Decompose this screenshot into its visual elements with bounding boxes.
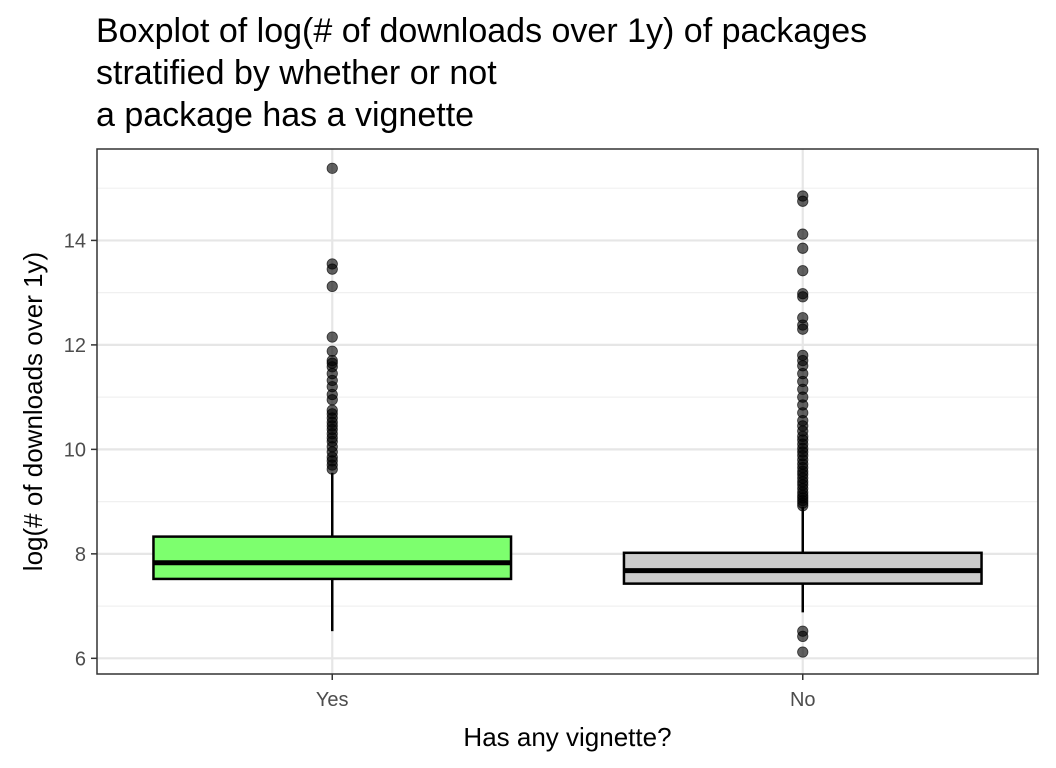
grid-lines xyxy=(97,149,1038,674)
y-axis-ticks: 6 8 10 12 14 xyxy=(64,230,97,670)
x-tick-label: Yes xyxy=(316,689,349,711)
x-axis-ticks: Yes No xyxy=(316,674,816,711)
outlier-point xyxy=(326,258,338,270)
outlier-point xyxy=(797,190,809,202)
box-yes xyxy=(152,472,513,632)
y-tick-label: 8 xyxy=(75,544,86,566)
outlier-points xyxy=(326,162,809,658)
outlier-point xyxy=(326,162,338,174)
outlier-point xyxy=(797,625,809,637)
y-tick-label: 12 xyxy=(64,335,86,357)
outlier-point xyxy=(326,404,338,416)
plot-panel-border xyxy=(96,148,1039,675)
y-tick-label: 10 xyxy=(64,439,86,461)
outlier-point xyxy=(797,312,809,324)
box-no xyxy=(622,506,983,613)
outlier-point xyxy=(797,228,809,240)
boxes xyxy=(152,472,983,632)
outlier-point xyxy=(797,349,809,361)
x-axis-title: Has any vignette? xyxy=(463,722,671,752)
y-axis-title: log(# of downloads over 1y) xyxy=(18,252,48,571)
y-tick-label: 14 xyxy=(64,230,86,252)
chart-title-line-1: Boxplot of log(# of downloads over 1y) o… xyxy=(96,12,868,50)
chart-title-line-2: stratified by whether or not xyxy=(96,54,497,92)
outlier-point xyxy=(326,345,338,357)
outlier-point xyxy=(326,354,338,367)
outlier-point xyxy=(797,288,809,300)
y-tick-label: 6 xyxy=(75,648,86,670)
outlier-point xyxy=(326,331,338,343)
outlier-point xyxy=(797,242,809,254)
x-tick-label: No xyxy=(790,689,816,711)
outlier-point xyxy=(326,280,338,292)
outlier-point xyxy=(797,646,809,658)
outlier-point xyxy=(797,265,809,277)
iqr-box xyxy=(152,535,513,581)
chart-title-line-3: a package has a vignette xyxy=(96,96,475,134)
